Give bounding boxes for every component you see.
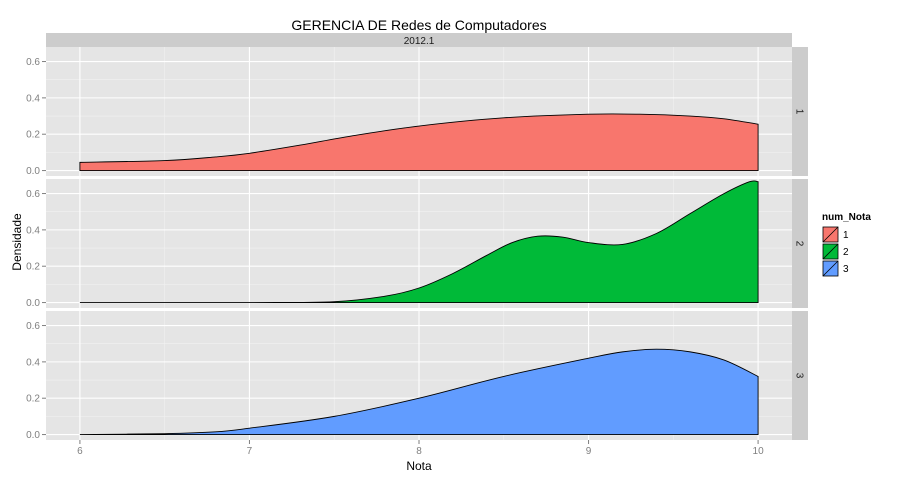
y-tick-label: 0.6: [26, 57, 40, 68]
y-tick-label: 0.4: [26, 357, 40, 368]
x-tick-label: 9: [586, 446, 592, 457]
y-tick-label: 0.4: [26, 225, 40, 236]
legend-label-1: 1: [843, 230, 849, 241]
legend-label-2: 2: [843, 247, 849, 258]
y-tick-label: 0.6: [26, 321, 40, 332]
legend-label-3: 3: [843, 264, 849, 275]
legend: num_Nota 1 2 3: [821, 212, 871, 278]
y-tick-label: 0.4: [26, 93, 40, 104]
density-area-3: [79, 348, 759, 435]
chart-title: GERENCIA DE Redes de Computadores: [291, 17, 546, 33]
facet-column-label: 2012.1: [404, 36, 435, 47]
facet-row-label: 1: [794, 109, 805, 115]
facet-panel-1: 0.0 0.2 0.4 0.6 1: [26, 47, 808, 177]
facet-panels: 0.0 0.2 0.4 0.6 1 0.0 0.2 0.4 0.6 2 0.0 0.2 0.4 0.6 3: [26, 47, 808, 441]
facet-row-strip: [792, 179, 808, 308]
facet-row-label: 2: [794, 241, 805, 247]
x-axis-label: Nota: [406, 459, 432, 473]
facet-panel-2: 0.0 0.2 0.4 0.6 2: [26, 179, 808, 309]
y-tick-label: 0.0: [26, 430, 40, 441]
facet-panel-3: 0.0 0.2 0.4 0.6 3: [26, 311, 808, 441]
legend-swatch-slash: [822, 243, 839, 260]
y-tick-label: 0.2: [26, 130, 40, 141]
y-tick-label: 0.6: [26, 189, 40, 200]
x-tick-label: 8: [416, 446, 422, 457]
y-axis-label: Densidade: [10, 213, 24, 271]
legend-swatch-slash: [822, 260, 839, 277]
legend-title: num_Nota: [822, 212, 871, 223]
density-area-1: [79, 113, 759, 171]
density-area-2: [79, 180, 759, 304]
y-tick-label: 0.2: [26, 262, 40, 273]
x-tick-label: 6: [77, 446, 83, 457]
y-tick-label: 0.0: [26, 298, 40, 309]
x-axis: 6 7 8 9 10: [77, 440, 764, 457]
y-tick-label: 0.0: [26, 166, 40, 177]
facet-row-strip: [792, 311, 808, 440]
facet-row-label: 3: [794, 373, 805, 379]
facet-column-strip-bg: [46, 33, 792, 47]
facet-row-strip: [792, 47, 808, 176]
facet-column-strip: 2012.1: [46, 33, 792, 47]
y-tick-label: 0.2: [26, 394, 40, 405]
legend-swatch-slash: [822, 226, 839, 243]
x-tick-label: 10: [753, 446, 765, 457]
x-tick-label: 7: [247, 446, 253, 457]
